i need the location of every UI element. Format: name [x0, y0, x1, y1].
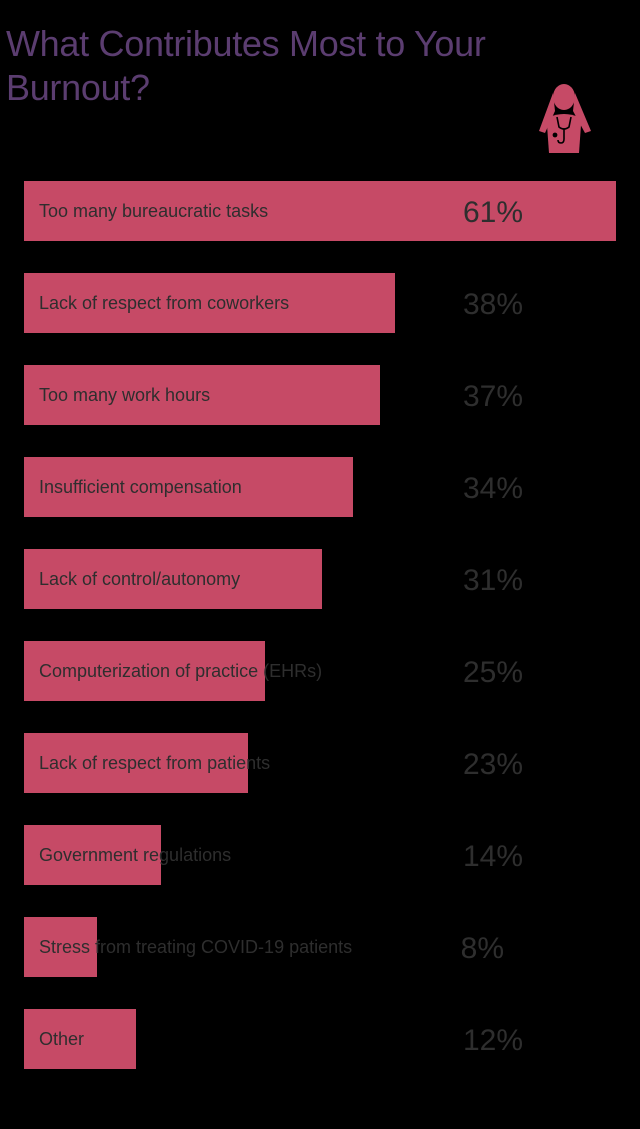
- bar-row: Stress from treating COVID-19 patients 8…: [0, 917, 640, 977]
- bar-row: Too many bureaucratic tasks 61%: [0, 181, 640, 241]
- bar: [24, 825, 161, 885]
- bar-value: 34%: [462, 472, 523, 505]
- bar: [24, 641, 265, 701]
- bar-value: 31%: [462, 564, 523, 597]
- bar-value: 23%: [462, 748, 523, 781]
- bar: [24, 181, 616, 241]
- bar-label: Stress from treating COVID-19 patients: [39, 937, 353, 957]
- bar-row: Lack of respect from coworkers 38%: [0, 273, 640, 333]
- bar-label: Computerization of practice (EHRs): [39, 661, 323, 681]
- bar-row: Insufficient compensation 34%: [0, 457, 640, 517]
- bar: [24, 365, 380, 425]
- bar-row: Lack of respect from patients 23%: [0, 733, 640, 793]
- bar-row: Computerization of practice (EHRs) 25%: [0, 641, 640, 701]
- bar-label: Too many work hours: [39, 385, 211, 405]
- bar-label: Lack of control/autonomy: [39, 569, 241, 589]
- stressed-doctor-icon: [535, 83, 595, 155]
- bar-row: Other 12%: [0, 1009, 640, 1069]
- bar: [24, 1009, 136, 1069]
- bar: [24, 733, 248, 793]
- bar-label: Government regulations: [39, 845, 232, 865]
- bar-value: 61%: [462, 196, 523, 229]
- bar-value: 37%: [462, 380, 523, 413]
- bar: [24, 457, 353, 517]
- chart-title: What Contributes Most to Your Burnout?: [6, 23, 486, 108]
- bar: [24, 549, 322, 609]
- bar-value: 8%: [460, 932, 504, 965]
- bar-value: 14%: [462, 840, 523, 873]
- bar-row: Lack of control/autonomy 31%: [0, 549, 640, 609]
- bar-row: Too many work hours 37%: [0, 365, 640, 425]
- bar-label: Lack of respect from patients: [39, 753, 271, 773]
- bar: [24, 273, 395, 333]
- bar: [24, 917, 97, 977]
- bar-label: Too many bureaucratic tasks: [39, 201, 269, 221]
- bar-label: Other: [39, 1029, 85, 1049]
- bar-row: Government regulations 14%: [0, 825, 640, 885]
- bar-label: Lack of respect from coworkers: [39, 293, 290, 313]
- bar-value: 38%: [462, 288, 523, 321]
- bar-value: 12%: [462, 1024, 523, 1057]
- bar-label: Insufficient compensation: [39, 477, 242, 497]
- bar-value: 25%: [462, 656, 523, 689]
